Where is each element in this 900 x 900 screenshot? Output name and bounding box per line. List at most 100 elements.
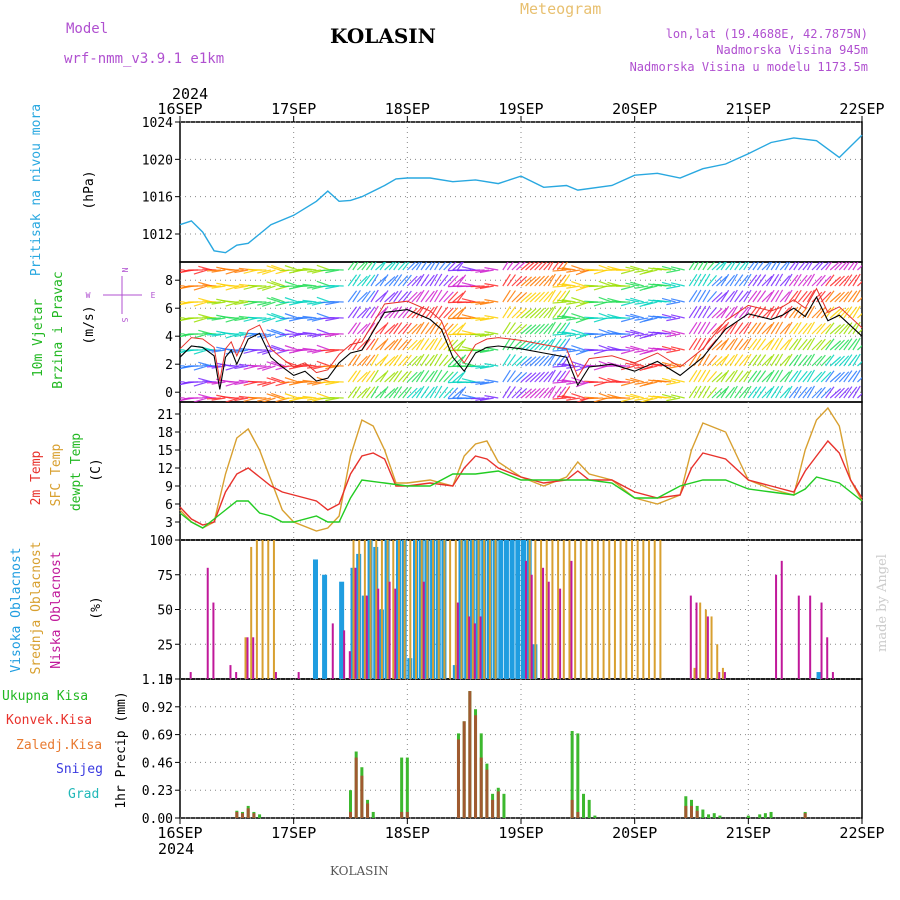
wind-arrow (257, 365, 272, 370)
wind-arrow (761, 275, 773, 287)
wind-arrow (356, 275, 368, 287)
wind-arrow (211, 333, 226, 337)
wind-arrow (511, 262, 521, 271)
pressure-line (179, 134, 863, 254)
footer-station: KOLASIN (330, 864, 389, 878)
low-cloud-bar (547, 581, 550, 679)
wind-arrow (365, 354, 376, 367)
conv-precip-bar (366, 803, 370, 818)
wind-arrow (361, 386, 371, 399)
wind-arrow (484, 363, 499, 367)
wind-arrow (557, 315, 572, 319)
precip-ytick: 0.46 (142, 756, 173, 771)
wind-arrow (502, 385, 511, 399)
wind-arrow (747, 262, 756, 271)
wind-arrow (347, 274, 358, 287)
wind-arrow (257, 397, 272, 402)
wind-arrow (525, 308, 537, 319)
wind-arrow (571, 329, 585, 335)
wind-arrow (729, 289, 738, 303)
wind-arrow (279, 397, 294, 400)
wind-arrow (779, 339, 791, 351)
wind-arrow (811, 307, 823, 319)
wind-arrow (370, 273, 379, 287)
wind-arrow (261, 397, 276, 402)
dewpt-line (179, 470, 863, 529)
wind-arrow (429, 305, 438, 319)
total-precip-bar (349, 790, 352, 818)
mid-cloud-bar (540, 540, 543, 679)
wind-arrow (571, 281, 585, 287)
high-cloud-bar (339, 581, 345, 679)
wind-arrow (784, 337, 793, 351)
wind-arrow (620, 397, 635, 402)
wind-arrow (193, 333, 208, 339)
wind-arrow (625, 362, 640, 367)
wind-arrow (402, 306, 412, 319)
time-tick-bottom: 20SEP (612, 824, 657, 842)
wind-arrow (361, 354, 371, 367)
wind-arrow (716, 262, 726, 271)
wind-arrow (234, 301, 249, 306)
wind-arrow (284, 377, 299, 383)
wind-arrow (206, 365, 221, 368)
wind-arrow (379, 354, 389, 367)
wind-arrow (452, 356, 464, 367)
wind-arrow (193, 381, 208, 387)
wind-arrow (388, 290, 399, 303)
wind-arrow (711, 371, 723, 383)
cloud-title-3: Niska Oblacnost (49, 551, 64, 668)
wind-arrow (511, 307, 523, 319)
mid-cloud-bar (528, 540, 531, 679)
wind-arrow (461, 346, 476, 351)
low-cloud-bar (331, 623, 334, 679)
wind-arrow (411, 275, 422, 287)
wind-arrow (534, 355, 545, 367)
wind-arrow (588, 333, 603, 336)
wind-arrow (479, 317, 494, 322)
wind-arrow (352, 305, 361, 319)
mid-cloud-bar (613, 540, 616, 679)
mid-cloud-bar (557, 540, 560, 679)
conv-precip-bar (496, 791, 500, 818)
wind-arrow (370, 262, 377, 271)
wind-arrow (761, 339, 773, 351)
wind-arrow (397, 371, 409, 383)
wind-arrow (234, 365, 249, 370)
wind-arrow (279, 285, 294, 288)
wind-arrow (666, 333, 681, 338)
mid-cloud-bar (380, 540, 383, 679)
wind-arrow (271, 328, 285, 335)
wind-arrow (434, 273, 443, 287)
wind-arrow (543, 387, 554, 399)
wind-arrow (738, 386, 749, 399)
wind-arrow (711, 275, 723, 287)
wind-arrow (420, 386, 430, 399)
wind-arrow (761, 355, 773, 367)
wind-arrow (806, 353, 815, 367)
wind-arrow (820, 339, 832, 351)
wind-arrow (520, 292, 533, 303)
wind-arrow (770, 262, 778, 271)
wind-arrow (325, 285, 340, 290)
wind-arrow (747, 322, 758, 335)
wind-arrow (588, 285, 603, 288)
wind-arrow (552, 338, 562, 351)
wind-arrow (816, 262, 824, 271)
wind-arrow (506, 322, 516, 335)
wind-arrow (225, 317, 240, 323)
wind-arrow (557, 331, 572, 335)
mid-cloud-bar (409, 540, 412, 679)
wind-arrow (479, 349, 494, 354)
wind-arrow (775, 337, 784, 351)
wind-arrow (806, 385, 815, 399)
wind-arrow (561, 315, 576, 319)
wind-arrow (434, 337, 443, 351)
wind-arrow (547, 337, 556, 351)
wind-arrow (397, 387, 409, 399)
wind-arrow (829, 262, 841, 271)
wind-arrow (325, 269, 340, 274)
wind-arrow (738, 306, 749, 319)
wind-arrow (657, 267, 672, 271)
wind-arrow (797, 370, 808, 383)
